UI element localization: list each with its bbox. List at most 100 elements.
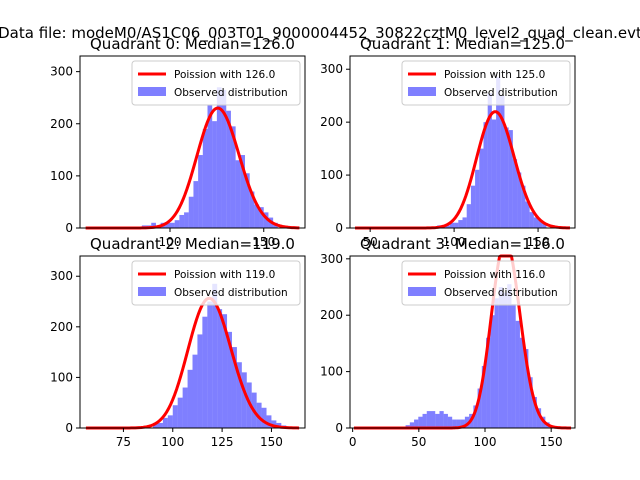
histogram-bar bbox=[151, 222, 156, 228]
histogram-bar bbox=[503, 292, 508, 428]
histogram-bar bbox=[462, 217, 467, 228]
histogram-bar bbox=[431, 411, 436, 428]
histogram-bar bbox=[179, 214, 185, 228]
quadrant-0-panel: 100 150 0 100 200 300 Quadrant 0: Median=126.0… bbox=[50, 35, 306, 249]
histogram-bar bbox=[177, 397, 183, 428]
legend-bars-label: Observed distribution bbox=[174, 87, 288, 99]
histogram-bar bbox=[222, 314, 228, 428]
histogram-bar bbox=[470, 185, 476, 228]
legend-bars-swatch bbox=[408, 287, 436, 296]
histogram-bar bbox=[207, 301, 213, 428]
histogram-bar bbox=[231, 347, 237, 428]
y-tick-label: 100 bbox=[320, 168, 343, 182]
histogram-bar bbox=[212, 121, 217, 228]
histogram-bar bbox=[508, 130, 513, 228]
histogram-bar bbox=[198, 155, 203, 228]
y-tick-label: 0 bbox=[65, 421, 73, 435]
histogram-bar bbox=[512, 159, 518, 228]
x-tick-label: 100 bbox=[159, 235, 182, 249]
histogram-bar bbox=[227, 331, 232, 428]
y-tick-label: 100 bbox=[50, 370, 73, 384]
histogram-bar bbox=[517, 172, 522, 228]
histogram-bar bbox=[519, 337, 525, 428]
legend: Poission with 119.0 Observed distribution bbox=[131, 260, 301, 306]
histogram-bar bbox=[490, 315, 495, 428]
x-tick-label: 150 bbox=[540, 435, 563, 449]
x-tick-label: 50 bbox=[411, 435, 426, 449]
legend-curve-label: Poission with 125.0 bbox=[444, 69, 545, 81]
histogram-bar bbox=[538, 220, 543, 228]
histogram-bar bbox=[188, 196, 194, 228]
histogram-bar bbox=[263, 212, 269, 228]
y-tick-label: 100 bbox=[320, 365, 343, 379]
histogram-bar bbox=[172, 405, 178, 428]
x-tick-label: 125 bbox=[211, 435, 234, 449]
legend-box bbox=[401, 60, 571, 106]
y-tick-label: 300 bbox=[320, 62, 343, 76]
legend-bars-label: Observed distribution bbox=[444, 87, 558, 99]
histogram-bar bbox=[409, 422, 415, 428]
histogram-bar bbox=[494, 298, 499, 428]
histogram-bar bbox=[528, 377, 533, 428]
histogram-bar bbox=[532, 396, 537, 428]
legend-bars-label: Observed distribution bbox=[444, 287, 558, 299]
histogram-bar bbox=[435, 413, 440, 428]
axes-frame bbox=[349, 55, 576, 229]
histogram-bar bbox=[483, 122, 488, 228]
legend-box bbox=[131, 60, 301, 106]
histogram-bar bbox=[481, 365, 487, 428]
x-tick-label: 100 bbox=[161, 435, 184, 449]
legend-curve-label: Poission with 126.0 bbox=[174, 69, 275, 81]
y-tick-label: 300 bbox=[50, 65, 73, 79]
histogram-bar bbox=[507, 284, 512, 428]
histogram-bar bbox=[500, 95, 505, 228]
y-tick-label: 300 bbox=[50, 269, 73, 283]
histogram-bar bbox=[216, 87, 222, 228]
histogram-bar bbox=[245, 173, 250, 228]
histogram-bar bbox=[525, 201, 530, 228]
x-tick-label: 150 bbox=[252, 235, 275, 249]
y-tick-label: 200 bbox=[320, 115, 343, 129]
y-tick-label: 200 bbox=[320, 308, 343, 322]
legend-bars-label: Observed distribution bbox=[174, 287, 288, 299]
histogram-bar bbox=[422, 413, 427, 428]
axes-frame bbox=[79, 55, 306, 229]
quadrant-3-title: Quadrant 3: Median=116.0 bbox=[360, 235, 565, 253]
quadrant-2-panel: 75 100 125 150 0 100 200 300 Quadrant 2: Median=… bbox=[50, 235, 306, 449]
y-tick-label: 100 bbox=[50, 169, 73, 183]
histogram-bar bbox=[170, 222, 175, 228]
histogram-bar bbox=[456, 419, 461, 428]
histogram-bar bbox=[475, 169, 480, 228]
histogram-bar bbox=[511, 303, 516, 428]
panels: 100 150 0 100 200 300 Quadrant 0: Median=126.0… bbox=[50, 35, 576, 449]
histogram-bar bbox=[266, 415, 272, 428]
legend-bars-swatch bbox=[408, 87, 436, 96]
figure-suptitle: Data file: modeM0/AS1C06_003T01_90000044… bbox=[0, 24, 640, 43]
histogram-bar bbox=[240, 155, 245, 228]
histogram-bar bbox=[498, 287, 503, 428]
histogram-bar bbox=[167, 415, 173, 428]
quadrant-2-title: Quadrant 2: Median=119.0 bbox=[90, 235, 295, 253]
axes-frame bbox=[79, 255, 306, 429]
histogram-bar bbox=[466, 204, 471, 228]
histogram-bar bbox=[473, 405, 478, 428]
x-tick-label: 50 bbox=[363, 235, 378, 249]
histogram-bar bbox=[259, 207, 264, 228]
histogram-bar bbox=[458, 220, 463, 228]
histogram-bar bbox=[157, 422, 163, 428]
histogram-bar bbox=[217, 309, 223, 428]
y-tick-label: 0 bbox=[335, 221, 343, 235]
x-tick-label: 75 bbox=[116, 435, 131, 449]
histogram-bar bbox=[271, 420, 277, 428]
histogram-bar bbox=[212, 283, 218, 428]
histogram-bar bbox=[464, 416, 470, 428]
histogram-bar bbox=[192, 354, 198, 428]
histogram-bar bbox=[542, 222, 547, 228]
histogram-bar bbox=[197, 334, 203, 428]
histogram-bar bbox=[439, 411, 444, 428]
histogram-bar bbox=[536, 408, 542, 428]
histogram-bar bbox=[241, 372, 247, 428]
histogram-bar bbox=[479, 148, 484, 228]
histogram-bar bbox=[153, 422, 158, 428]
